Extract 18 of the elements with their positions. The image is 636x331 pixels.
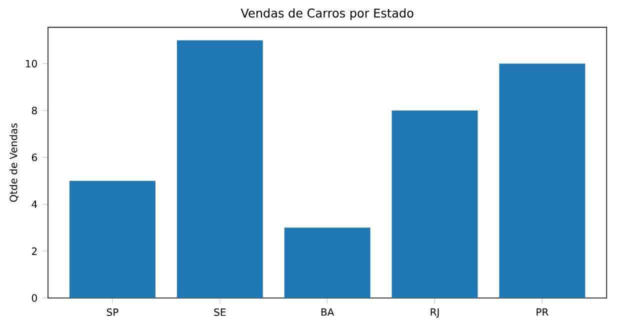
- y-tick-label: 2: [32, 247, 37, 255]
- bar: [392, 110, 478, 298]
- y-tick-label: 6: [32, 154, 37, 162]
- x-tick-label: RJ: [430, 308, 439, 318]
- chart-title: Vendas de Carros por Estado: [240, 8, 414, 20]
- y-tick-label: 8: [32, 106, 37, 114]
- bar: [284, 228, 370, 298]
- x-tick-label: BA: [321, 308, 334, 316]
- x-tick-label: PR: [536, 308, 548, 316]
- y-tick-label: 10: [26, 60, 37, 68]
- x-tick-label: SE: [214, 308, 226, 316]
- bar: [499, 64, 586, 298]
- y-axis-title: Qtde de Vendas: [10, 123, 18, 202]
- y-tick-label: 0: [32, 294, 37, 302]
- bar: [176, 40, 263, 298]
- bar: [69, 180, 156, 298]
- y-tick-label: 4: [32, 200, 38, 208]
- x-tick-label: SP: [106, 308, 118, 316]
